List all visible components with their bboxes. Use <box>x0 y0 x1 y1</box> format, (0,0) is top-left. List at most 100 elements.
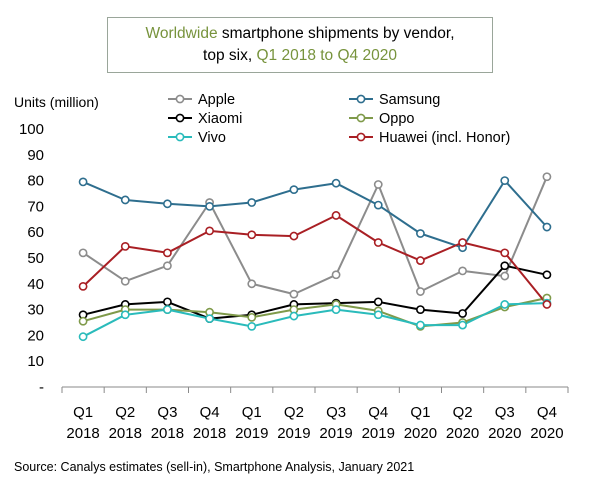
y-tick-label: 40 <box>27 276 44 293</box>
data-point <box>542 300 552 309</box>
data-point <box>289 231 299 241</box>
legend-swatch-marker <box>356 94 366 104</box>
series-line <box>82 302 547 338</box>
data-point <box>205 314 214 324</box>
x-tick-quarter: Q1 <box>410 404 430 421</box>
y-axis-label: Units (million) <box>14 94 99 110</box>
data-point <box>373 180 383 189</box>
y-tick-label: - <box>39 379 44 396</box>
data-point <box>500 176 510 185</box>
data-point <box>416 229 425 238</box>
x-tick-quarter: Q4 <box>200 404 220 421</box>
data-point <box>500 248 510 258</box>
x-tick-year: 2019 <box>319 425 352 442</box>
title-part-subject: smartphone shipments by vendor, <box>217 25 455 42</box>
y-tick-label: 80 <box>27 173 44 190</box>
y-tick-label: 20 <box>27 327 44 344</box>
data-point <box>78 332 88 342</box>
data-point <box>163 305 172 314</box>
data-point <box>373 200 383 210</box>
x-tick-year: 2018 <box>66 425 99 442</box>
source-note: Source: Canalys estimates (sell-in), Sma… <box>14 460 415 474</box>
data-point <box>331 270 341 280</box>
data-point <box>247 198 257 207</box>
chart-title: Worldwide smartphone shipments by vendor… <box>107 17 493 73</box>
legend-label: Samsung <box>379 92 440 108</box>
data-point <box>500 261 510 271</box>
data-point <box>458 309 467 318</box>
y-tick-label: 30 <box>27 302 44 319</box>
x-tick-year: 2019 <box>362 425 395 442</box>
y-tick-label: 50 <box>27 250 44 267</box>
data-point <box>373 310 383 320</box>
x-tick-quarter: Q4 <box>537 404 557 421</box>
x-tick-year: 2019 <box>277 425 310 442</box>
x-tick-quarter: Q3 <box>326 404 346 421</box>
data-point <box>163 261 172 271</box>
data-point <box>458 238 467 247</box>
x-tick-quarter: Q4 <box>368 404 388 421</box>
legend-label: Huawei (incl. Honor) <box>379 130 510 146</box>
x-tick-quarter: Q3 <box>495 404 515 421</box>
title-part-worldwide: Worldwide <box>145 25 218 42</box>
data-point <box>163 248 172 258</box>
series-line <box>82 179 548 249</box>
legend-label: Oppo <box>379 111 414 127</box>
x-tick-year: 2018 <box>109 425 142 442</box>
title-part-period: Q1 2018 to Q4 2020 <box>256 47 397 64</box>
x-tick-year: 2020 <box>404 425 437 442</box>
data-point <box>416 320 425 330</box>
data-point <box>247 321 257 331</box>
legend-label: Apple <box>198 92 235 108</box>
data-point <box>205 201 214 211</box>
x-tick-year: 2020 <box>446 425 479 442</box>
x-tick-quarter: Q2 <box>284 404 304 421</box>
data-point <box>500 300 510 309</box>
legend-label: Vivo <box>198 130 226 146</box>
series-line <box>82 176 548 296</box>
data-point <box>542 172 552 182</box>
legend-swatch-marker <box>356 113 366 123</box>
x-tick-quarter: Q1 <box>73 404 93 421</box>
data-point <box>331 211 341 220</box>
data-point <box>416 305 425 314</box>
x-tick-quarter: Q2 <box>115 404 135 421</box>
data-point <box>373 297 383 307</box>
data-point <box>120 310 130 320</box>
y-tick-label: 90 <box>27 147 44 164</box>
x-tick-quarter: Q3 <box>157 404 177 421</box>
data-point <box>458 266 467 276</box>
data-point <box>289 185 299 195</box>
data-point <box>163 199 172 209</box>
data-point <box>78 177 88 187</box>
data-point <box>78 316 88 326</box>
data-point <box>78 281 88 291</box>
y-tick-label: 10 <box>27 353 44 370</box>
y-tick-label: 70 <box>27 198 44 215</box>
data-point <box>416 256 425 265</box>
data-point <box>78 248 88 258</box>
data-point <box>205 226 214 236</box>
legend-swatch-marker <box>356 132 366 142</box>
x-tick-quarter: Q2 <box>453 404 473 421</box>
x-tick-year: 2018 <box>193 425 226 442</box>
data-point <box>331 178 341 188</box>
series-line <box>82 264 548 320</box>
x-tick-year: 2019 <box>235 425 268 442</box>
data-point <box>247 230 257 240</box>
title-part-scope: top six, <box>203 47 257 64</box>
data-point <box>163 297 172 307</box>
legend-swatch-marker <box>175 113 185 123</box>
data-point <box>120 276 130 286</box>
x-tick-year: 2020 <box>530 425 563 442</box>
data-point <box>542 222 552 232</box>
legend-swatch-marker <box>175 94 185 104</box>
data-point <box>289 289 299 299</box>
data-point <box>247 312 257 322</box>
legend-label: Xiaomi <box>198 111 242 127</box>
series-line <box>82 214 548 306</box>
data-point <box>247 279 257 289</box>
y-tick-label: 60 <box>27 224 44 241</box>
data-point <box>120 241 130 251</box>
data-point <box>331 305 341 314</box>
